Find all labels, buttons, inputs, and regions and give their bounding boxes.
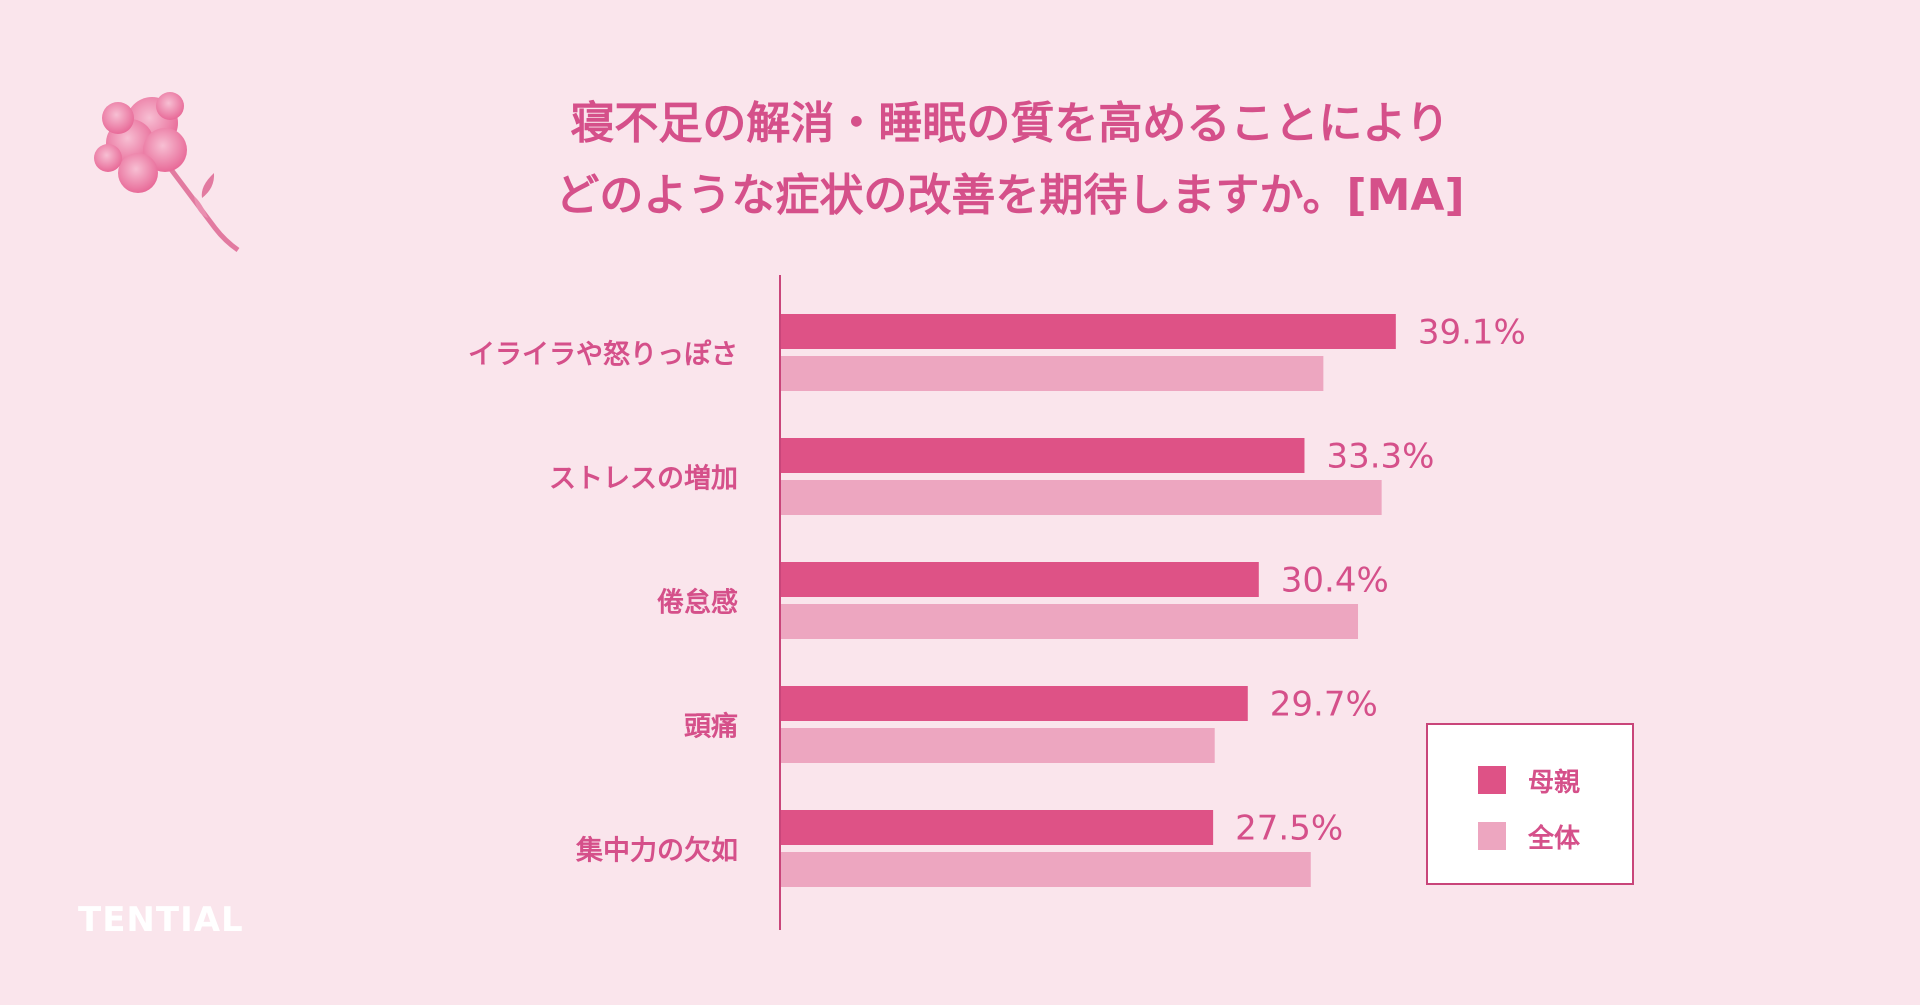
bar-mother-3 xyxy=(780,686,1248,721)
bar-mother-0 xyxy=(780,314,1396,349)
category-label-2: 倦怠感 xyxy=(657,587,738,619)
legend-label-overall: 全体 xyxy=(1528,823,1581,854)
bar-overall-2 xyxy=(780,604,1359,639)
category-label-3: 頭痛 xyxy=(684,711,738,743)
chart-title-line-2: どのような症状の改善を期待しますか。[MA] xyxy=(555,170,1465,221)
bar-overall-3 xyxy=(780,728,1215,763)
bar-overall-4 xyxy=(780,852,1311,887)
value-label-mother-0: 39.1% xyxy=(1418,313,1526,353)
bar-mother-2 xyxy=(780,562,1259,597)
legend-item-overall: 全体 xyxy=(1478,821,1580,854)
category-label-0: イライラや怒りっぽさ xyxy=(468,339,738,371)
bar-mother-1 xyxy=(780,438,1305,473)
legend-item-mother: 母親 xyxy=(1478,765,1580,798)
value-label-mother-2: 30.4% xyxy=(1281,561,1389,601)
category-label-1: ストレスの増加 xyxy=(549,463,738,495)
carnation-illustration xyxy=(94,92,240,253)
bar-overall-0 xyxy=(780,356,1324,391)
legend-swatch-overall xyxy=(1478,822,1506,850)
bar-mother-4 xyxy=(780,810,1214,845)
chart-legend: 母親 全体 xyxy=(1426,723,1634,885)
value-label-mother-4: 27.5% xyxy=(1235,809,1343,849)
chart-title: 寝不足の解消・睡眠の質を高めることにより どのような症状の改善を期待しますか。[… xyxy=(300,88,1720,232)
value-label-mother-3: 29.7% xyxy=(1270,685,1378,725)
brand-logo: TENTIAL xyxy=(78,900,244,940)
category-label-4: 集中力の欠如 xyxy=(575,835,738,867)
legend-swatch-mother xyxy=(1478,766,1506,794)
legend-label-mother: 母親 xyxy=(1528,767,1581,798)
bar-overall-1 xyxy=(780,480,1382,515)
value-label-mother-1: 33.3% xyxy=(1326,437,1434,477)
chart-title-line-1: 寝不足の解消・睡眠の質を高めることにより xyxy=(570,98,1450,149)
